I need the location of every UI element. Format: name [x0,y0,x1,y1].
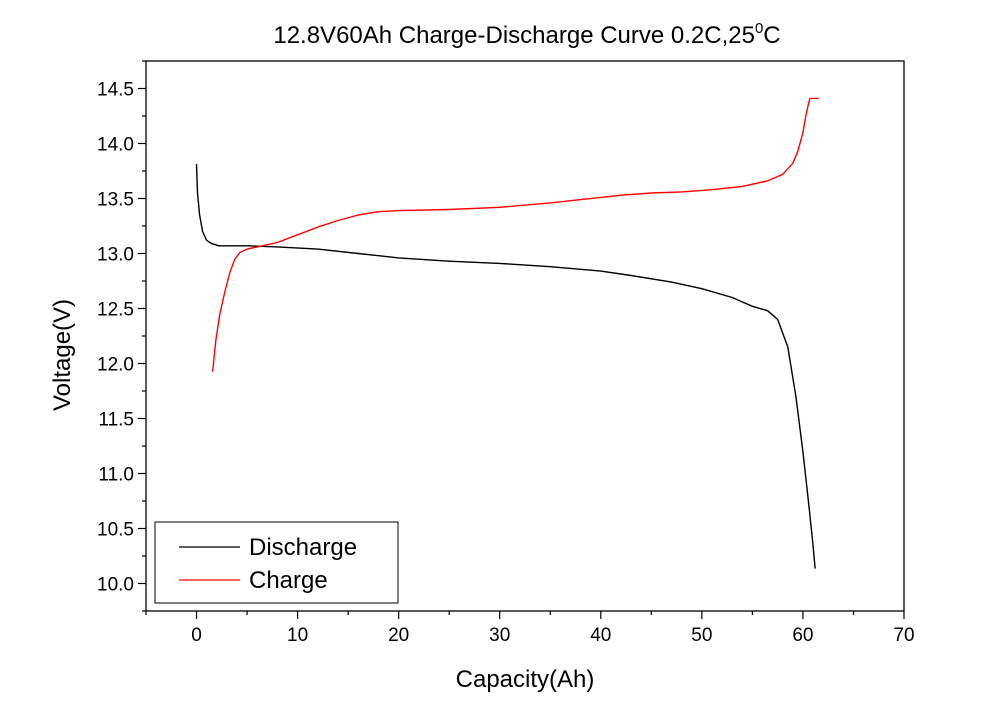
x-axis-label: Capacity(Ah) [456,666,595,693]
chart-title: 12.8V60Ah Charge-Discharge Curve 0.2C,25… [273,20,780,49]
legend-label-discharge: Discharge [249,534,357,561]
y-tick-label: 12.0 [97,355,134,376]
chart-title-superscript: 0 [755,20,763,37]
x-tick-label: 10 [287,625,308,646]
chart-title-main: 12.8V60Ah Charge-Discharge Curve 0.2C,25 [273,22,755,49]
x-tick-label: 50 [691,625,712,646]
y-tick-label: 10.0 [97,575,134,596]
x-tick-label: 60 [792,625,813,646]
chart-title-suffix: C [763,22,780,49]
y-tick-label: 14.0 [97,135,134,156]
x-tick-label: 40 [590,625,611,646]
y-tick-label: 11.5 [98,410,134,431]
legend: Discharge Charge [154,521,399,604]
legend-label-charge: Charge [249,567,328,594]
y-tick-label: 12.5 [97,300,134,321]
legend-box [154,521,399,604]
y-tick-label: 13.0 [97,245,134,266]
y-tick-label: 11.0 [98,465,134,486]
series-layer [195,97,819,569]
y-axis-label: Voltage(V) [49,299,76,411]
y-axis-ticks: 10.0 10.5 11.0 11.5 12.0 12.5 13.0 13.5 14.0 14.5 [97,60,146,612]
y-tick-label: 10.5 [97,520,134,541]
series-line-discharge [195,163,816,569]
x-tick-label: 0 [191,625,202,646]
y-tick-label: 13.5 [97,190,134,211]
x-tick-label: 30 [489,625,510,646]
x-tick-label: 70 [893,625,914,646]
x-tick-label: 20 [388,625,409,646]
y-tick-label: 14.5 [97,80,134,101]
series-line-charge [211,97,819,372]
x-axis-ticks: 0 10 20 30 40 50 60 70 [145,611,915,646]
